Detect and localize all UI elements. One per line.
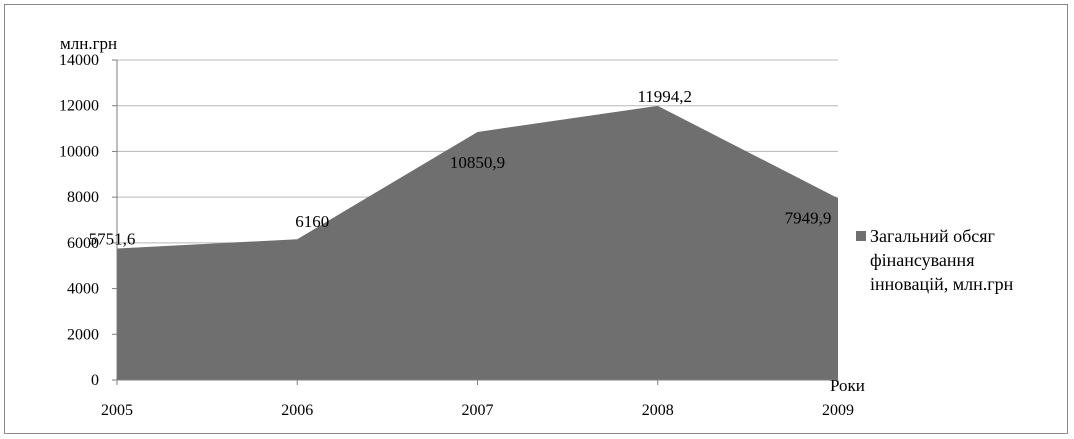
axes: [112, 59, 839, 385]
y-tick-label: 12000: [59, 98, 99, 115]
y-tick-label: 8000: [67, 189, 99, 206]
legend: Загальний обсяг фінансування інновацій, …: [856, 226, 1014, 294]
legend-label-line-3: інновацій, млн.грн: [870, 274, 1014, 294]
y-tick-labels: 0 2000 4000 6000 8000 10000 12000 14000: [59, 52, 99, 389]
legend-label-line-1: Загальний обсяг: [870, 226, 995, 246]
data-label: 10850,9: [450, 153, 505, 172]
y-tick-label: 0: [91, 372, 99, 389]
x-tick-label: 2006: [281, 402, 313, 419]
data-label: 7949,9: [785, 208, 832, 227]
legend-swatch: [856, 231, 866, 241]
y-tick-label: 2000: [67, 326, 99, 343]
x-tick-label: 2007: [462, 402, 494, 419]
y-tick-label: 4000: [67, 281, 99, 298]
data-label: 5751,6: [89, 230, 136, 249]
area-series-financing: [117, 105, 838, 380]
y-tick-label: 14000: [59, 52, 99, 69]
data-label: 6160: [295, 212, 329, 231]
x-tick-labels: 2005 2006 2007 2008 2009: [101, 402, 854, 419]
legend-label-line-2: фінансування: [870, 250, 974, 270]
y-tick-label: 10000: [59, 143, 99, 160]
y-tick-label: 6000: [67, 235, 99, 252]
x-tick-label: 2008: [642, 402, 674, 419]
data-label: 11994,2: [637, 87, 692, 106]
x-tick-label: 2005: [101, 402, 133, 419]
y-axis-title: млн.грн: [60, 34, 117, 53]
x-tick-label: 2009: [822, 402, 854, 419]
data-labels: 5751,6 6160 10850,9 11994,2 7949,9: [89, 87, 832, 249]
x-axis-title: Роки: [830, 376, 865, 395]
